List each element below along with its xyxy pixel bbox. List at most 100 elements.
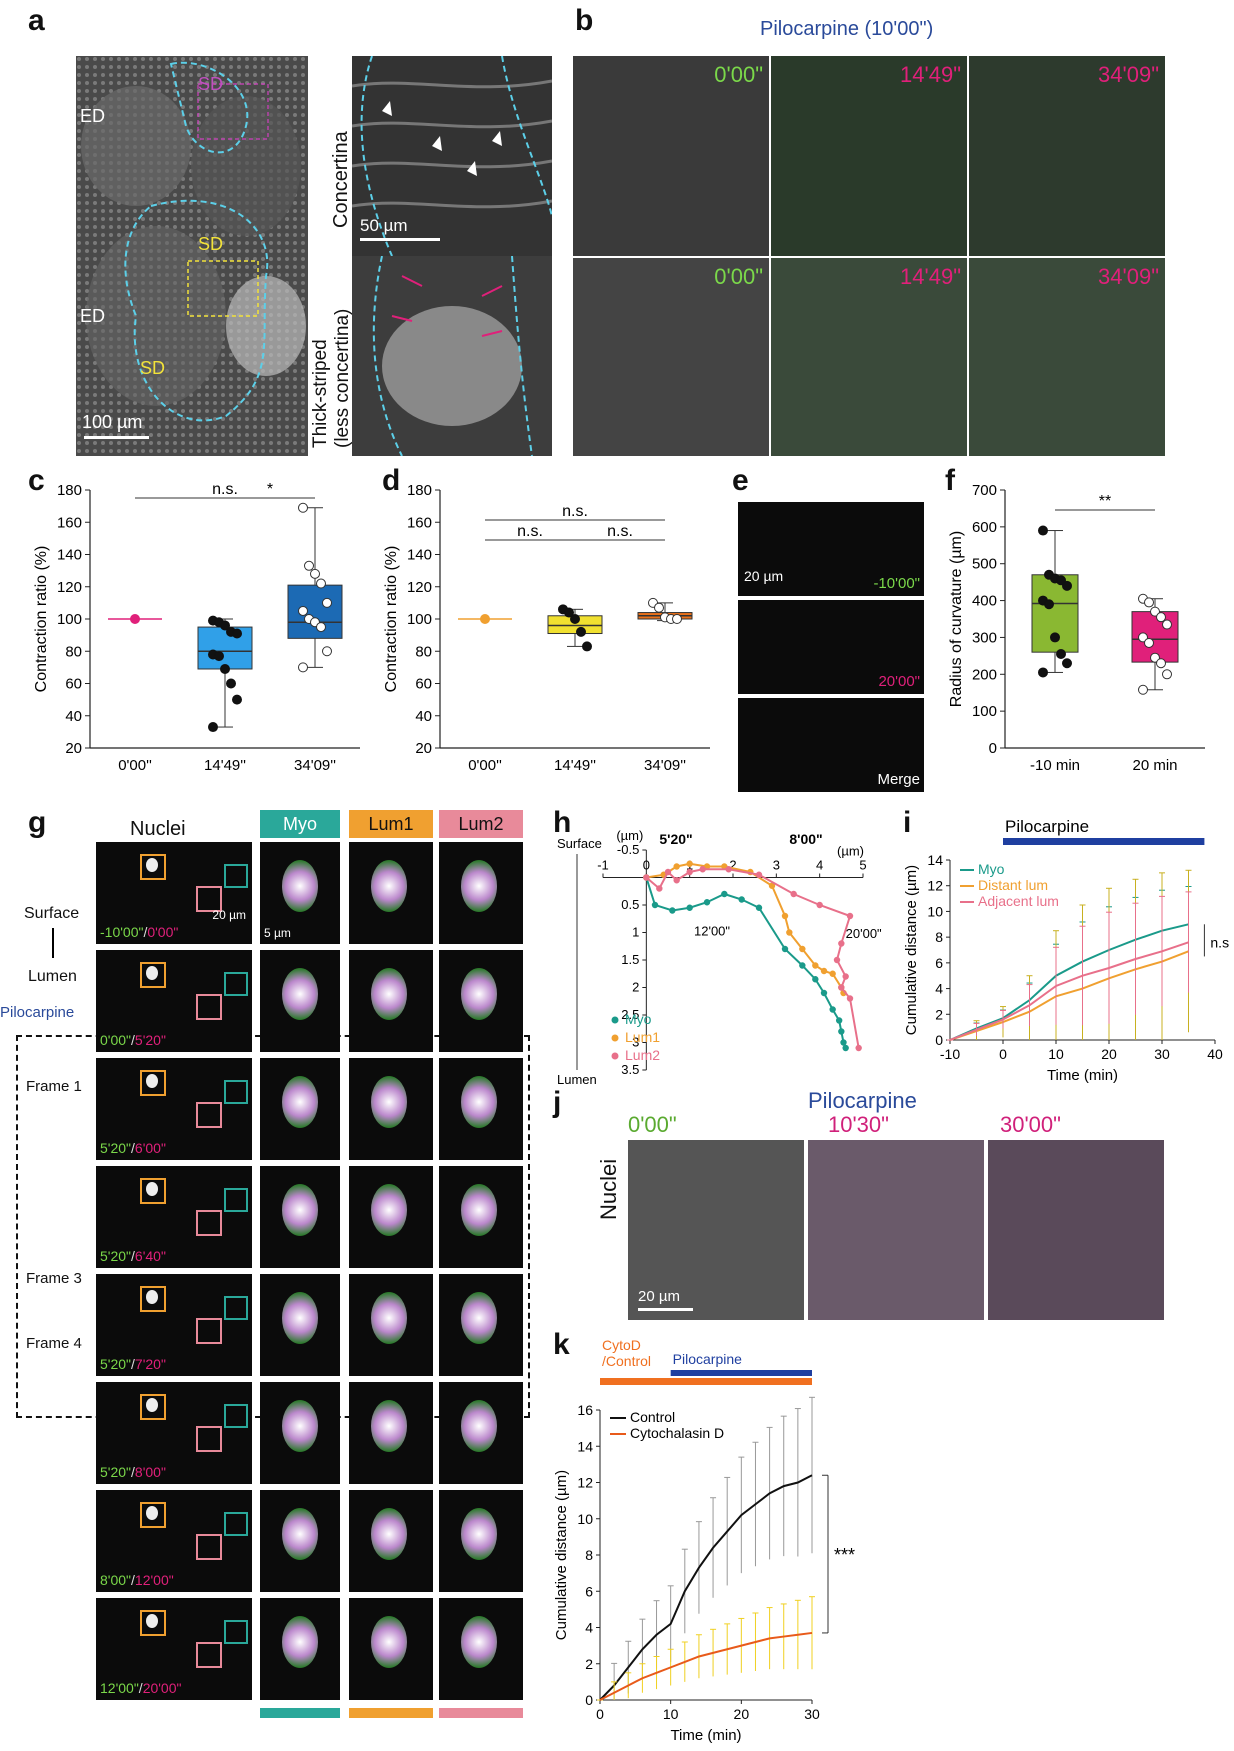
y-tick-label: 180 [407, 482, 432, 499]
scalebar-100-label: 100 µm [82, 412, 143, 432]
b-frame-0-bottom: 0'00" [573, 258, 769, 456]
g-cell [461, 1508, 497, 1560]
y-tick-label: 0 [935, 1032, 943, 1048]
data-point [220, 620, 230, 631]
g-myo-frame [260, 1382, 340, 1484]
panel-letter-e: e [732, 464, 749, 497]
g-time-a: 5'20"/7'20" [100, 1356, 166, 1372]
g-header-lum1: Lum1 [349, 810, 433, 838]
g-cell [461, 1400, 497, 1452]
g-cell [461, 860, 497, 912]
x-tick-label: 14'49'' [204, 757, 246, 774]
series-point [840, 1039, 847, 1046]
g-time-sep: / [131, 1356, 135, 1372]
annot-1200: 12'00" [694, 923, 730, 938]
row-label-concertina: Concertina [330, 131, 352, 228]
g-myo-frame [260, 1058, 340, 1160]
g-nucleus [146, 1182, 158, 1196]
scalebar-50 [360, 238, 440, 241]
sig-label: n.s. [517, 523, 543, 540]
g-nuclei-frame: -10'00"/0'00" 20 µm [96, 842, 252, 944]
y-tick-label: 160 [57, 514, 82, 531]
data-point [1062, 580, 1072, 591]
g-cell [371, 1508, 407, 1560]
g-cell [282, 1292, 318, 1344]
g-axis-arrow [52, 928, 54, 958]
g-time-sep: / [131, 1248, 135, 1264]
series-line-Control [599, 1474, 813, 1701]
y-tick-label: 100 [972, 703, 997, 720]
g-time-a: 0'00"/5'20" [100, 1032, 166, 1048]
chart-c: 20 40 60 80 100 120 140 160 180 Contraction ratio… [33, 481, 360, 774]
series-point [838, 940, 845, 947]
g-box-myo [224, 1296, 248, 1320]
legend-label: Lum1 [625, 1029, 660, 1045]
overview-micrograph: ED SD SD SD ED 100 µm [76, 56, 308, 456]
y-tick-label: 140 [407, 547, 432, 564]
g-myo-frame [260, 1598, 340, 1700]
y-tick-label: 700 [972, 482, 997, 499]
series-point [799, 962, 806, 969]
sig-label: * [267, 481, 273, 498]
g-time-sep: / [138, 1680, 143, 1696]
series-point [725, 866, 732, 873]
series-point [842, 973, 849, 980]
g-cell [461, 1292, 497, 1344]
sig-label: n.s. [212, 481, 238, 498]
y-axis-label: Contraction ratio (%) [383, 546, 400, 693]
y-tick-label: 6 [585, 1583, 593, 1599]
g-myo-frame [260, 1274, 340, 1376]
data-point [576, 626, 586, 637]
g-nuclei-frame: 12'00"/20'00" [96, 1598, 252, 1700]
g-box-lum1 [140, 1286, 166, 1312]
series-point [651, 901, 659, 909]
j-frame-0: 20 µm [628, 1140, 804, 1320]
g-axis-surface: Surface [24, 905, 80, 922]
x-tick-label: 20 [1101, 1046, 1117, 1062]
series-point [820, 967, 828, 975]
g-header-lum2: Lum2 [439, 810, 523, 838]
g-box-lum2 [196, 1318, 222, 1344]
data-point [1144, 637, 1154, 648]
panel-letter-h: h [553, 806, 572, 839]
y-tick-label: 0 [989, 740, 997, 757]
g-strip-lum1 [349, 1708, 433, 1718]
panel-letter-g: g [28, 806, 47, 839]
series-point [721, 890, 728, 898]
x-tick-label: 10 [1048, 1046, 1064, 1062]
y-tick-label: 14 [577, 1438, 593, 1454]
surface-label: Surface [557, 836, 602, 851]
series-point [703, 899, 711, 906]
x-tick-label: -10 [940, 1046, 960, 1062]
e-frame-merge: Merge [738, 698, 924, 792]
chart-f: 0 100 200 300 400 500 600 700 Radius of curvatur… [948, 482, 1205, 774]
y-axis-label: Radius of curvature (µm) [948, 531, 965, 707]
x-tick-label: 34'09'' [294, 757, 336, 774]
series-point [669, 907, 676, 914]
data-point [1156, 658, 1166, 669]
g-nucleus [146, 1614, 158, 1628]
g-time-a: 5'20"/8'00" [100, 1464, 166, 1480]
data-point [298, 662, 308, 673]
g-lum1-frame [349, 1166, 433, 1268]
sig-label: ** [1099, 493, 1111, 510]
g-nucleus [146, 858, 158, 872]
g-time-a: -10'00"/0'00" [100, 924, 179, 940]
series-point [699, 866, 706, 873]
g-box-myo [224, 1404, 248, 1428]
row-label-thick-striped: Thick-striped (less concertina) [310, 308, 353, 448]
x-tick-label: 14'49'' [554, 757, 596, 774]
y-tick-label: 4 [935, 981, 943, 997]
sig-label: *** [834, 1545, 855, 1565]
b-frame-1-bottom: 14'49" [771, 258, 967, 456]
panel-letter-j: j [553, 1086, 562, 1119]
g-lum2-frame [439, 1166, 523, 1268]
g-axis-lumen: Lumen [28, 968, 77, 985]
g-time-a: 5'20"/6'00" [100, 1140, 166, 1156]
g-time-sep: / [131, 1572, 135, 1588]
series-point [781, 945, 789, 953]
g-box-lum2 [196, 1102, 222, 1128]
g-lum2-frame [439, 842, 523, 944]
g-nuclei-frame: 5'20"/7'20" [96, 1274, 252, 1376]
data-point [480, 614, 490, 624]
